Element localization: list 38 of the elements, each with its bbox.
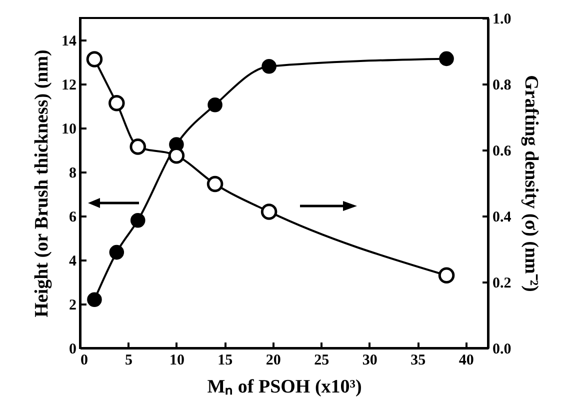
- y-tick-label: 8: [69, 166, 76, 182]
- y2-tick-label: 0.2: [492, 276, 512, 292]
- y-tick-label: 10: [62, 122, 76, 138]
- x-tick-label: 30: [362, 352, 378, 368]
- y2-tick-label: 0.6: [492, 144, 512, 160]
- x-tick-label: 0: [80, 352, 88, 368]
- x-tick-label: 5: [124, 352, 132, 368]
- y-tick-label: 6: [69, 210, 77, 226]
- x-tick-label: 25: [314, 352, 330, 368]
- point: [438, 267, 455, 284]
- y-tick-label: 0: [69, 342, 76, 358]
- x-tick-label: 35: [410, 352, 426, 368]
- y-tick-label: 2: [69, 298, 76, 314]
- x-tick-label: 10: [169, 352, 184, 368]
- y2-axis-title: Grafting density (σ) (nm⁻²): [520, 75, 542, 292]
- point: [109, 244, 124, 260]
- y2-tick-label: 1.0: [492, 12, 512, 28]
- point: [130, 213, 146, 228]
- y2-tick-label: 0.0: [492, 342, 512, 358]
- y2-tick-label: 0.4: [492, 210, 512, 226]
- point: [108, 95, 125, 112]
- y2-tick-label: 0.8: [492, 78, 512, 94]
- x-tick-label: 20: [266, 352, 281, 368]
- y-tick-label: 4: [69, 254, 77, 270]
- point: [86, 51, 103, 68]
- point: [262, 59, 276, 74]
- point: [208, 98, 222, 112]
- point: [87, 292, 102, 307]
- y-tick-label: 12: [62, 78, 76, 94]
- x-tick-label: 15: [218, 352, 233, 368]
- point: [439, 51, 454, 66]
- point: [206, 176, 224, 192]
- y-tick-label: 14: [62, 34, 77, 50]
- x-axis-title: Mₙ of PSOH (x10³): [207, 376, 362, 398]
- x-tick-label: 40: [458, 352, 474, 368]
- point: [130, 138, 146, 155]
- point: [260, 204, 278, 220]
- y-axis-title: Height (or Brush thickness) (nm): [32, 50, 52, 318]
